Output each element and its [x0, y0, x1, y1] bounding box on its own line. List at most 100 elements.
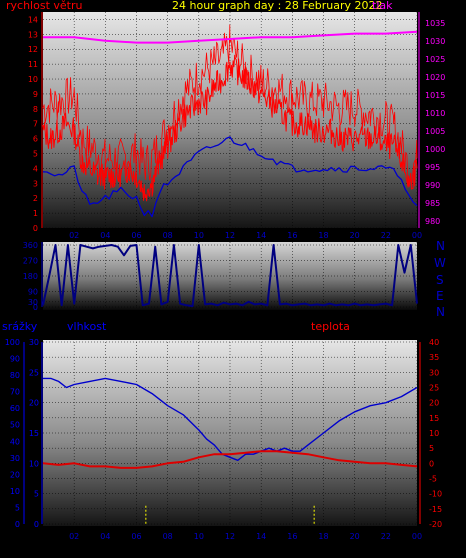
y-tick-label-pressure: 1035 — [425, 19, 445, 28]
y-tick-label-wind: 2 — [33, 194, 38, 203]
y-tick-label-rain: 20 — [10, 470, 20, 479]
y-tick-label-temperature: 5 — [429, 444, 434, 453]
y-tick-label-temperature: 40 — [429, 338, 439, 347]
x-tick-label: 16 — [287, 532, 297, 541]
x-tick-label: 18 — [318, 532, 328, 541]
y-tick-label-humidity: 20 — [29, 399, 39, 408]
y-tick-label-pressure: 985 — [425, 199, 440, 208]
x-tick-label: 16 — [287, 231, 297, 240]
x-tick-label: 06 — [131, 231, 141, 240]
y-tick-label-rain: 80 — [10, 371, 20, 380]
y-tick-label-rain: 40 — [10, 437, 20, 446]
avg-wind-series-line — [42, 136, 418, 218]
x-tick-label: 02 — [69, 532, 79, 541]
x-tick-label: 14 — [256, 532, 266, 541]
y-tick-label-wind: 5 — [33, 150, 38, 159]
y-tick-label-temperature: 0 — [429, 459, 434, 468]
y-tick-label-humidity: 0 — [34, 520, 39, 529]
y-tick-label-wind: 9 — [33, 90, 38, 99]
y-tick-label-temperature: -10 — [429, 490, 442, 499]
y-tick-label-humidity: 30 — [29, 338, 39, 347]
y-tick-label-pressure: 1005 — [425, 127, 445, 136]
x-tick-label: 10 — [194, 532, 204, 541]
y-tick-label-wind: 0 — [33, 224, 38, 233]
y-tick-label-rain: 90 — [10, 355, 20, 364]
x-tick-label: 06 — [131, 532, 141, 541]
y-tick-label-humidity: 25 — [29, 368, 39, 377]
temperature-series-line — [42, 450, 418, 469]
y-tick-label-direction: 30 — [28, 298, 38, 307]
y-tick-label-temperature: 10 — [429, 429, 439, 438]
y-tick-label-wind: 10 — [28, 75, 38, 84]
x-tick-label: 12 — [225, 231, 235, 240]
y-tick-label-rain: 70 — [10, 388, 20, 397]
wind-series-line — [42, 54, 418, 202]
x-tick-label: 04 — [100, 231, 110, 240]
y-tick-label-rain: 0 — [15, 520, 20, 529]
y-tick-label-wind: 7 — [33, 120, 38, 129]
x-tick-label: 08 — [163, 231, 173, 240]
y-tick-label-wind: 12 — [28, 45, 38, 54]
x-tick-label: 20 — [350, 231, 360, 240]
y-tick-label-pressure: 1015 — [425, 91, 445, 100]
y-tick-label-temperature: -15 — [429, 505, 442, 514]
y-tick-label-rain: 30 — [10, 454, 20, 463]
direction-letter: E — [436, 289, 444, 303]
wind-speed-label: rychlost větru — [6, 0, 83, 12]
humidity-series-line — [43, 377, 418, 461]
y-tick-label-wind: 1 — [33, 209, 38, 218]
y-tick-label-wind: 11 — [28, 60, 38, 69]
x-tick-label: 10 — [194, 231, 204, 240]
y-tick-label-wind: 14 — [28, 15, 38, 24]
y-tick-label-rain: 5 — [15, 503, 20, 512]
y-tick-label-pressure: 1030 — [425, 37, 445, 46]
pressure-series-line — [43, 30, 418, 44]
y-tick-label-direction: 0 — [33, 303, 38, 312]
y-tick-label-pressure: 990 — [425, 181, 440, 190]
x-tick-label: 22 — [381, 231, 391, 240]
x-tick-label: 18 — [318, 231, 328, 240]
pressure-label: tlak — [372, 0, 393, 12]
direction-series-line — [42, 244, 418, 308]
y-tick-label-wind: 8 — [33, 105, 38, 114]
y-tick-label-wind: 4 — [33, 164, 38, 173]
direction-letter: N — [436, 239, 445, 253]
direction-letter: S — [436, 273, 444, 287]
x-tick-label: 02 — [69, 231, 79, 240]
y-tick-label-rain: 10 — [10, 487, 20, 496]
y-tick-label-humidity: 15 — [29, 429, 39, 438]
y-tick-label-direction: 270 — [23, 257, 38, 266]
y-tick-label-temperature: 30 — [429, 368, 439, 377]
y-tick-label-pressure: 995 — [425, 163, 440, 172]
y-tick-label-pressure: 980 — [425, 217, 440, 226]
x-tick-label: 04 — [100, 532, 110, 541]
y-tick-label-humidity: 5 — [34, 490, 39, 499]
direction-letter: N — [436, 305, 445, 319]
y-tick-label-temperature: 25 — [429, 384, 439, 393]
y-tick-label-temperature: 20 — [429, 399, 439, 408]
temperature-label: teplota — [311, 320, 350, 333]
x-tick-label: 22 — [381, 532, 391, 541]
humidity-label: vlhkost — [67, 320, 107, 333]
x-tick-label: 08 — [163, 532, 173, 541]
y-tick-label-pressure: 1010 — [425, 109, 445, 118]
x-tick-label: 00 — [412, 231, 422, 240]
y-tick-label-pressure: 1025 — [425, 55, 445, 64]
y-tick-label-pressure: 1000 — [425, 145, 445, 154]
rain-label: srážky — [2, 320, 38, 333]
direction-letter: W — [434, 256, 446, 270]
y-tick-label-rain: 60 — [10, 404, 20, 413]
y-tick-label-rain: 100 — [5, 338, 20, 347]
y-tick-label-direction: 90 — [28, 288, 38, 297]
y-tick-label-wind: 13 — [28, 30, 38, 39]
graph-date-title: 24 hour graph day : 28 February 2022 — [172, 0, 383, 12]
y-tick-label-pressure: 1020 — [425, 73, 445, 82]
y-tick-label-temperature: 35 — [429, 353, 439, 362]
y-tick-label-rain: 50 — [10, 421, 20, 430]
y-tick-label-temperature: -5 — [429, 475, 437, 484]
x-tick-label: 20 — [350, 532, 360, 541]
y-tick-label-wind: 3 — [33, 179, 38, 188]
y-tick-label-wind: 6 — [33, 135, 38, 144]
